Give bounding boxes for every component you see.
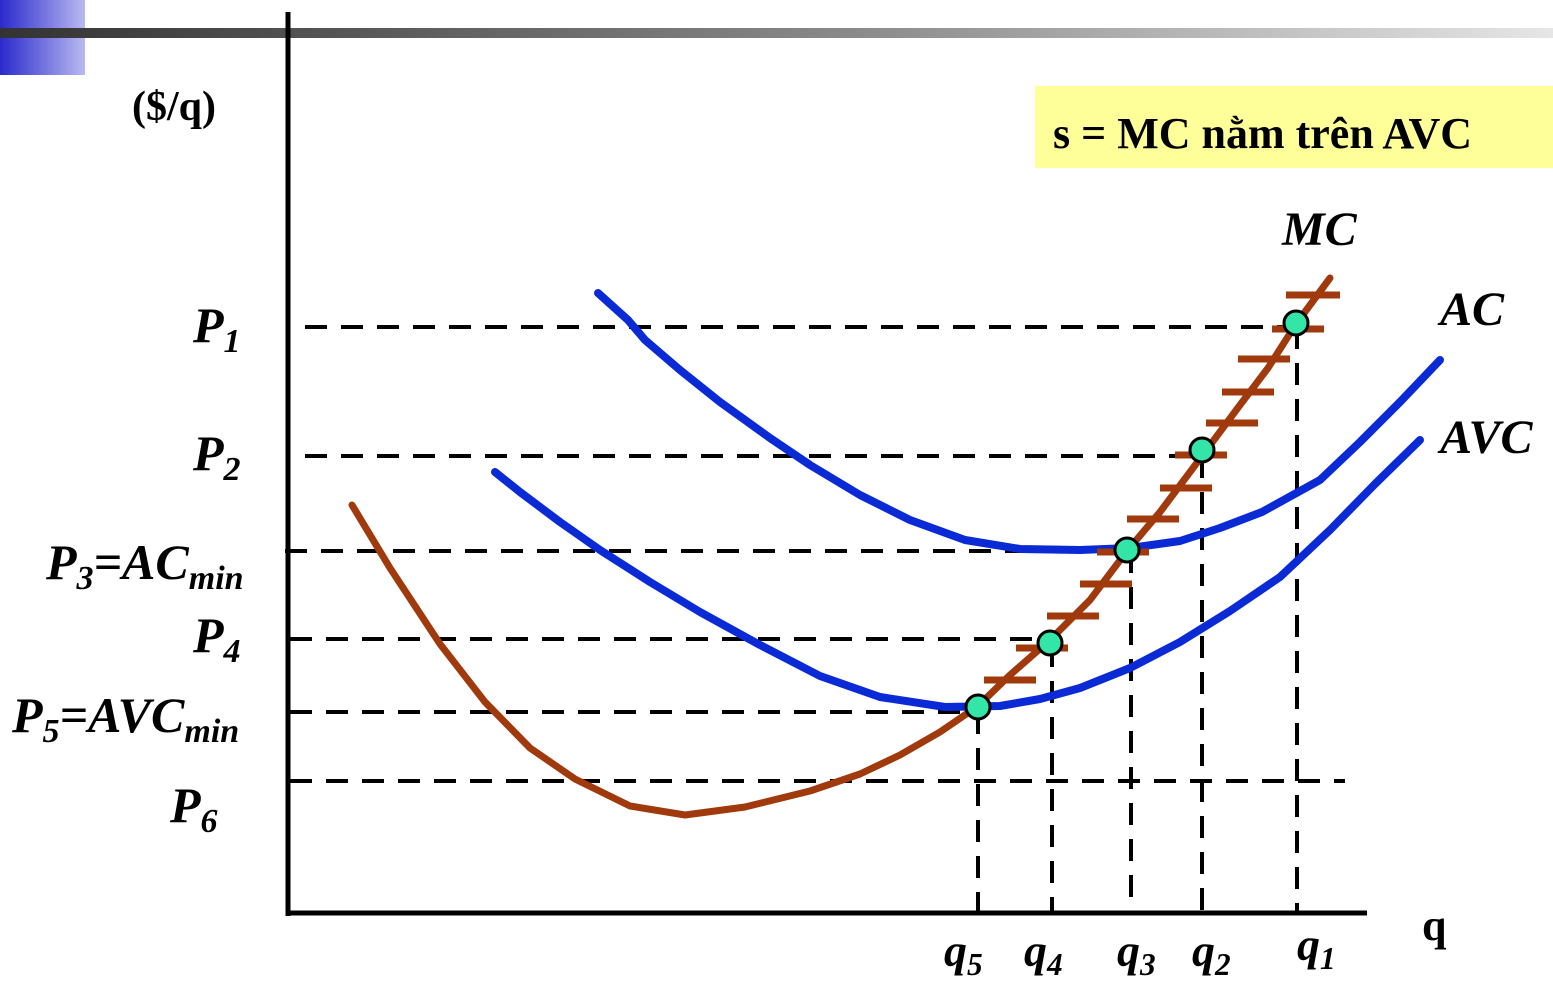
point-p1-q1 xyxy=(1282,309,1310,337)
price-label-p1: P1 xyxy=(193,297,241,360)
note-text: s = MC nằm trên AVC xyxy=(1053,109,1473,158)
note-box: s = MC nằm trên AVC xyxy=(1035,86,1553,168)
avc-curve xyxy=(491,436,1424,711)
point-p4-q4 xyxy=(1036,629,1064,657)
quantity-label-q3: q3 xyxy=(1117,925,1156,982)
price-label-p3: P3=ACmin xyxy=(46,534,244,597)
quantity-label-q1: q1 xyxy=(1297,919,1336,976)
supply-hatches xyxy=(984,291,1340,684)
mc-label: MC xyxy=(1282,203,1357,256)
quantity-label-q4: q4 xyxy=(1024,925,1063,982)
point-p5-q5 xyxy=(964,693,992,721)
point-p2-q2 xyxy=(1188,436,1216,464)
price-label-p6: P6 xyxy=(170,777,218,840)
point-p3-q3 xyxy=(1113,536,1141,564)
ac-curve xyxy=(594,289,1444,554)
supply-points xyxy=(964,309,1310,721)
price-guides xyxy=(285,325,1345,783)
ac-label: AC xyxy=(1440,283,1505,336)
price-label-p5: P5=AVCmin xyxy=(12,687,240,750)
quantity-label-q5: q5 xyxy=(944,925,983,982)
price-label-p4: P4 xyxy=(193,607,241,670)
x-axis-label: q xyxy=(1422,901,1447,950)
mc-curve xyxy=(348,274,1334,819)
price-label-p2: P2 xyxy=(193,425,241,488)
avc-label: AVC xyxy=(1440,411,1533,464)
quantity-label-q2: q2 xyxy=(1192,925,1231,982)
quantity-guides xyxy=(976,327,1299,912)
y-axis-label: ($/q) xyxy=(132,84,216,130)
header-bar xyxy=(0,28,1553,38)
